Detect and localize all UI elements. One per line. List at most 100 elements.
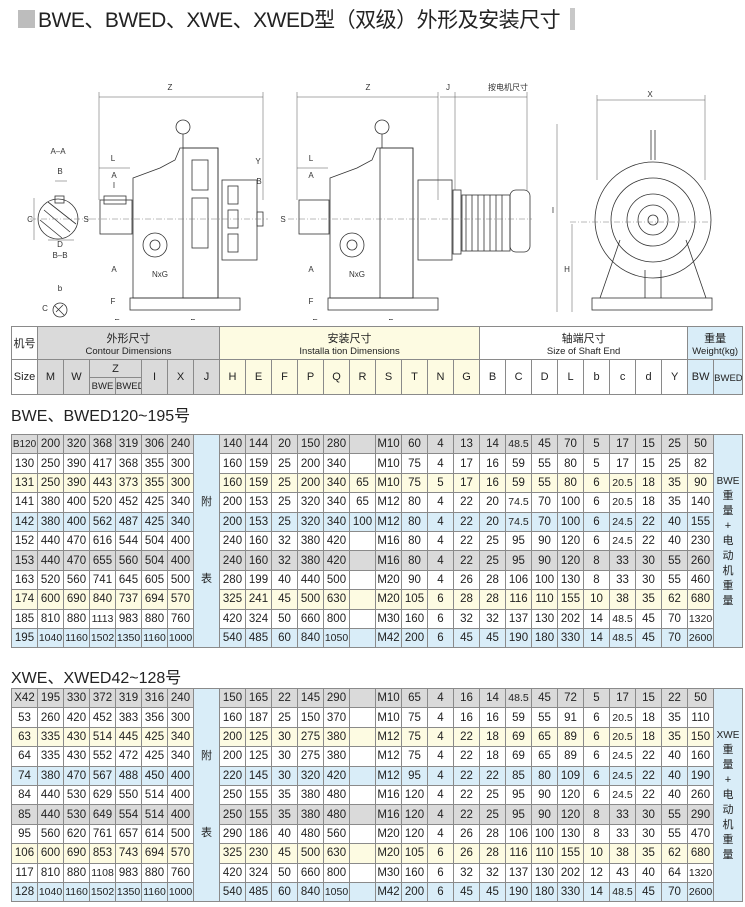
table-cell: 85	[505, 765, 532, 786]
col-header-b: b	[583, 359, 611, 395]
table-cell: 520	[37, 569, 64, 591]
table-cell: 605	[141, 569, 168, 591]
table-cell: 159	[245, 472, 272, 494]
table-cell: 290	[323, 687, 350, 709]
table-cell: 70	[531, 511, 558, 532]
table-cell: 142	[11, 511, 38, 532]
col-header-Y: Y	[661, 359, 689, 395]
table-cell: 70	[661, 608, 688, 629]
table-cell: 452	[115, 492, 142, 513]
table-cell: 630	[323, 843, 350, 864]
table-cell: 25	[661, 433, 688, 455]
table-cell: 150	[297, 433, 324, 455]
table-cell: 600	[37, 843, 64, 864]
table-cell: 355	[141, 453, 168, 474]
table-cell: 760	[167, 862, 194, 883]
table-cell: 180	[531, 627, 558, 649]
table-cell: 1320	[687, 608, 714, 629]
table-cell: 853	[89, 843, 116, 864]
table-cell: 74.5	[505, 511, 532, 532]
label-section-bb: B–B	[52, 251, 67, 260]
table-cell: 320	[297, 765, 324, 786]
table-cell: 6	[583, 746, 610, 767]
table-cell: 185	[11, 608, 38, 629]
table-cell: 45	[271, 843, 298, 864]
table-cell: 1160	[63, 627, 90, 649]
table-cell: 4	[427, 687, 454, 709]
table-cell: 1050	[323, 627, 350, 649]
table-cell: 649	[89, 804, 116, 825]
table-cell: 155	[245, 784, 272, 806]
table-cell: 48.5	[505, 433, 532, 455]
section-title-bwe: BWE、BWED120~195号	[11, 408, 191, 425]
table-row: 84 440 530 629 550 514 400 250 155 35 380 480 M16 120…	[11, 784, 743, 806]
table-cell: 190	[505, 881, 532, 903]
table-cell: 22	[479, 765, 506, 786]
label-d: D	[57, 240, 63, 249]
table-row: 152 440 470 616 544 504 400 240 160 32 380 420 M16 80…	[11, 530, 743, 552]
table-cell: 25	[479, 550, 506, 571]
table-cell: 425	[141, 746, 168, 767]
table-cell: 241	[245, 589, 272, 610]
table-cell: 20.5	[609, 707, 636, 728]
contour-header-cn: 外形尺寸	[106, 332, 151, 345]
table-cell: 16	[479, 472, 506, 494]
table-cell: 30	[271, 726, 298, 748]
table-cell: 75	[401, 707, 428, 728]
table-cell: 430	[63, 746, 90, 767]
table-cell: 400	[167, 804, 194, 825]
table-cell: 95	[401, 765, 428, 786]
table-cell: 80	[401, 492, 428, 513]
col-header-J: J	[192, 359, 221, 395]
table-cell: 30	[635, 823, 662, 845]
side-note-char: 量	[722, 758, 734, 771]
table-cell: 880	[141, 608, 168, 629]
table-cell: 40	[635, 862, 662, 883]
table-cell: 230	[687, 530, 714, 552]
table-cell	[349, 765, 376, 786]
table-cell: 5	[583, 453, 610, 474]
table-cell: 840	[297, 627, 324, 649]
table-cell: 100	[557, 492, 584, 513]
table-cell: 340	[167, 492, 194, 513]
table-cell: 22	[453, 492, 480, 513]
table-cell: 260	[687, 784, 714, 806]
label-small-c: C	[42, 304, 48, 313]
table-cell: 89	[557, 726, 584, 748]
table-cell: 400	[63, 511, 90, 532]
label-i-2: I	[552, 206, 554, 215]
table-cell: 35	[271, 784, 298, 806]
table-cell: 530	[63, 784, 90, 806]
side-note-char: 量	[722, 594, 734, 607]
table-cell: 560	[115, 550, 142, 571]
table-cell: 550	[115, 784, 142, 806]
label-s-2: S	[280, 215, 285, 224]
table-cell: 200	[401, 881, 428, 903]
table-cell: 500	[167, 569, 194, 591]
table-cell: 25	[479, 804, 506, 825]
table-cell: 25	[271, 707, 298, 728]
table-cell	[349, 687, 376, 709]
table-cell: 325	[219, 589, 246, 610]
table-cell: 570	[167, 589, 194, 610]
col-header-z-bwed: BWED	[115, 377, 142, 395]
table-cell: 159	[245, 453, 272, 474]
weight-side-note: XWE 重量 + 电动机重量	[713, 687, 743, 903]
table-cell: 100	[531, 823, 558, 845]
table-cell: 106	[505, 823, 532, 845]
table-cell: 340	[323, 511, 350, 532]
table-cell: 17	[609, 453, 636, 474]
table-cell: 160	[687, 746, 714, 767]
table-cell: M42	[375, 627, 402, 649]
table-cell: 20	[479, 511, 506, 532]
table-cell: 373	[115, 472, 142, 494]
table-cell: 24.5	[609, 784, 636, 806]
table-cell: 480	[323, 784, 350, 806]
table-cell: 425	[141, 511, 168, 532]
table-cell: 163	[11, 569, 38, 591]
table-cell: 33	[609, 550, 636, 571]
table-cell: 400	[167, 550, 194, 571]
table-cell: M10	[375, 433, 402, 455]
table-cell: 120	[401, 804, 428, 825]
table-cell: 660	[297, 862, 324, 883]
